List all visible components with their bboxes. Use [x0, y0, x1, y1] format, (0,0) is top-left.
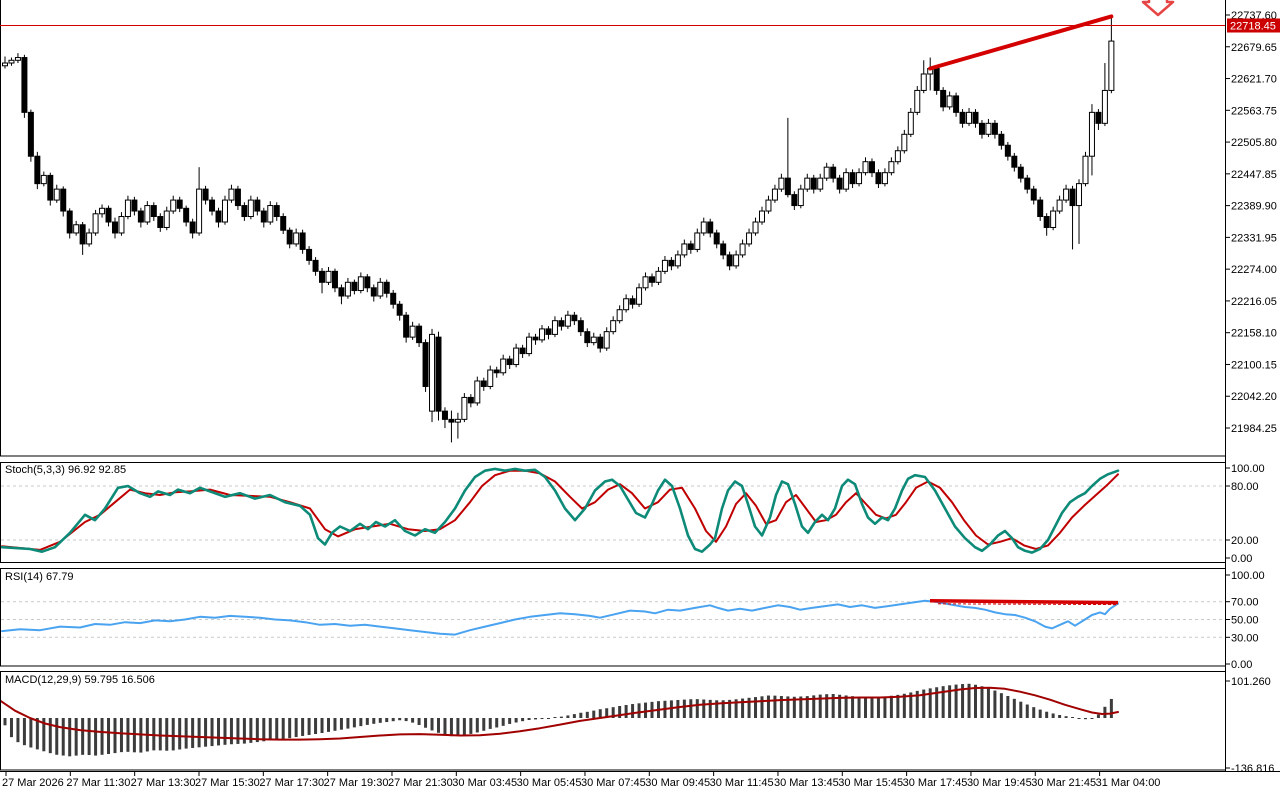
indicator-tick-label: 70.00 [1231, 597, 1259, 609]
indicator-tick-label: 30.00 [1231, 632, 1259, 644]
time-tick-label: 30 Mar 09:45 [645, 777, 710, 789]
time-tick-label: 30 Mar 15:45 [838, 777, 903, 789]
time-tick-label: 30 Mar 21:45 [1031, 777, 1096, 789]
time-tick-label: 27 Mar 13:30 [131, 777, 196, 789]
price-tick-label: 22621.70 [1231, 74, 1277, 86]
price-tick-label: 22389.90 [1231, 201, 1277, 213]
rsi-series [1, 599, 1119, 636]
price-tick-label: 22447.85 [1231, 169, 1277, 181]
stoch-indicator-label: Stoch(5,3,3) 96.92 92.85 [5, 464, 127, 476]
time-tick-label: 30 Mar 19:45 [967, 777, 1032, 789]
price-tick-label: 22505.80 [1231, 137, 1277, 149]
indicator-tick-label: 101.260 [1231, 676, 1271, 688]
indicator-tick-label: 20.00 [1231, 535, 1259, 547]
indicator-tick-label: 100.00 [1231, 463, 1265, 475]
time-tick-label: 30 Mar 11:45 [710, 777, 774, 789]
indicator-axes: 100.00 80.00 20.00 0.00 100.00 70.00 50.00 30.0… [1225, 463, 1274, 775]
svg-text:22718.45: 22718.45 [1230, 20, 1276, 32]
time-tick-label: 30 Mar 07:45 [581, 777, 646, 789]
macd-series [1, 683, 1119, 757]
indicator-tick-label: 100.00 [1231, 570, 1265, 582]
time-tick-label: 30 Mar 13:45 [774, 777, 839, 789]
price-tick-label: 22274.00 [1231, 264, 1277, 276]
price-axis: 22737.6022679.6522621.7022563.7522505.80… [1225, 10, 1277, 435]
current-price-label: 22718.45 [1227, 18, 1280, 33]
rsi-trendline[interactable] [929, 599, 1119, 605]
macd-indicator-label: MACD(12,29,9) 59.795 16.506 [5, 674, 155, 686]
panel-frames [0, 0, 1280, 772]
time-tick-label: 27 Mar 21:30 [388, 777, 453, 789]
price-tick-label: 22679.65 [1231, 42, 1277, 54]
price-tick-label: 22100.15 [1231, 359, 1277, 371]
indicator-tick-label: -136.816 [1231, 763, 1274, 775]
main-overlays [0, 0, 1225, 71]
time-tick-label: 27 Mar 15:30 [195, 777, 260, 789]
time-tick-label: 27 Mar 11:30 [66, 777, 130, 789]
rsi-trendline-dashed [937, 603, 1119, 606]
time-tick-label: 30 Mar 17:45 [903, 777, 968, 789]
indicator-tick-label: 50.00 [1231, 615, 1259, 627]
time-tick-label: 31 Mar 04:00 [1096, 777, 1161, 789]
price-tick-label: 22563.75 [1231, 105, 1277, 117]
indicator-tick-label: 0.00 [1231, 659, 1252, 671]
price-tick-label: 22042.20 [1231, 391, 1277, 403]
time-tick-label: 27 Mar 2026 [2, 777, 64, 789]
indicator-tick-label: 0.00 [1231, 553, 1252, 565]
time-tick-label: 30 Mar 03:45 [452, 777, 517, 789]
rsi-indicator-label: RSI(14) 67.79 [5, 571, 74, 583]
candlestick-series [2, 16, 1115, 443]
price-tick-label: 22216.05 [1231, 296, 1277, 308]
stoch-series [1, 467, 1120, 554]
time-tick-label: 27 Mar 19:30 [324, 777, 389, 789]
rising-trendline[interactable] [928, 14, 1114, 71]
price-tick-label: 22331.95 [1231, 232, 1277, 244]
time-axis: 27 Mar 2026 27 Mar 11:30 27 Mar 13:30 27 Ma… [2, 771, 1161, 789]
time-tick-label: 30 Mar 05:45 [517, 777, 582, 789]
sell-arrow-icon[interactable] [1141, 0, 1175, 17]
indicator-tick-label: 80.00 [1231, 481, 1259, 493]
time-tick-label: 27 Mar 17:30 [259, 777, 324, 789]
price-tick-label: 21984.25 [1231, 423, 1277, 435]
price-tick-label: 22158.10 [1231, 328, 1277, 340]
